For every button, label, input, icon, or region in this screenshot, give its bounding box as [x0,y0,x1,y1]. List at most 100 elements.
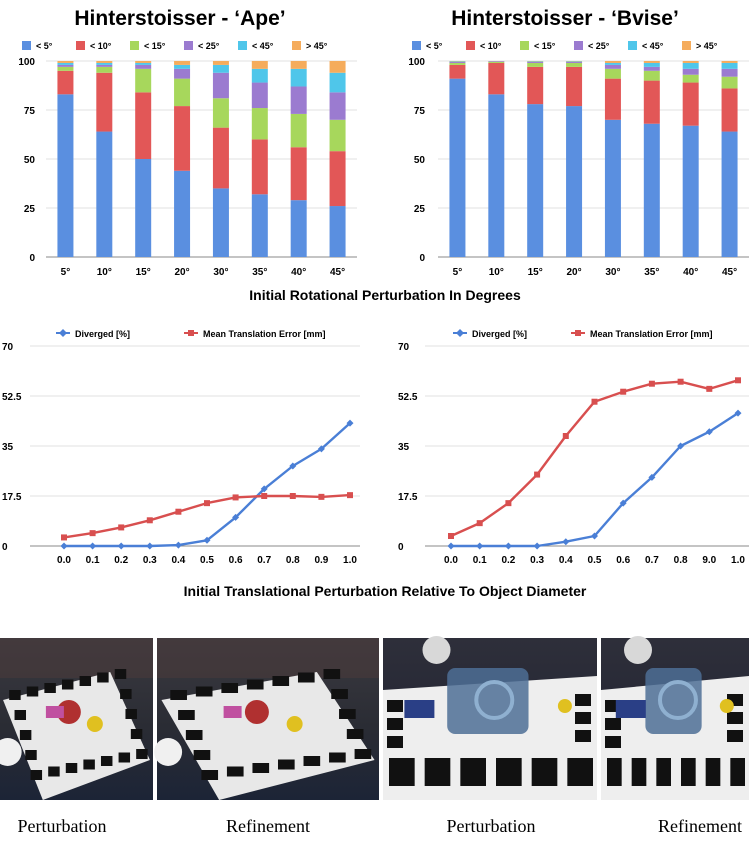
data-point [533,542,541,550]
bar-segment [57,94,74,257]
legend-label: Diverged [%] [75,329,130,339]
aruco-marker [44,683,56,693]
object-blob [286,716,303,732]
bar-segment [449,64,466,79]
aruco-marker [297,672,315,683]
line-chart-4: Diverged [%] Mean Translation Error [mm] 0… [398,329,749,566]
object-blob [719,699,734,713]
aruco-marker [97,672,109,683]
aruco-marker [575,712,591,724]
x-tick-label: 10° [97,267,112,278]
legend-label: < 45° [642,41,664,51]
photo-caption: Perturbation [18,816,107,836]
legend-label: < 10° [90,41,112,51]
data-point [346,419,354,427]
bar-segment [566,62,583,67]
data-point [175,508,182,515]
data-point [706,385,713,392]
x-tick-label: 0.5 [200,555,214,566]
bar-segment [135,62,152,65]
object-blob [624,636,652,664]
legend-swatch [628,41,637,50]
y-tick-label: 75 [414,106,426,117]
data-point [591,532,598,540]
legend-label: < 5° [36,41,53,51]
chart-title: Hinterstoisser - ‘Ape’ [74,7,285,30]
x-tick-label: 30° [605,267,620,278]
aruco-marker [19,730,32,740]
legend-swatch [130,41,139,50]
bar-segment [96,64,113,67]
aruco-marker [252,763,270,773]
x-tick-label: 0.2 [501,555,515,566]
aruco-marker [277,759,295,770]
bar-segment [604,78,621,120]
x-tick-label: 15° [528,267,543,278]
bar-segment [643,123,660,257]
bar-segment [643,70,660,81]
object-blob [615,700,646,718]
bar-segment [488,61,505,63]
legend-marker [456,329,464,337]
bar-segment [251,61,268,69]
bar-segment [57,70,74,95]
aruco-marker [272,676,290,686]
bar-segment [96,72,113,132]
data-point [677,442,685,450]
bar-segment [682,62,699,69]
x-tick-label: 20° [567,267,582,278]
bar-segment [174,61,191,65]
bar-segment [96,62,113,65]
data-point [562,538,570,546]
data-point [60,542,68,550]
data-point [289,462,297,470]
x-tick-label: 45° [330,267,345,278]
data-point [317,445,325,453]
x-tick-label: 30° [213,267,228,278]
bar-segment [682,61,699,63]
bar-segment [488,94,505,257]
bar-segment [643,66,660,71]
data-point [620,388,627,395]
aruco-marker [100,756,113,766]
bar-segment [135,61,152,63]
x-tick-label: 0.8 [674,555,688,566]
bar-segment [682,125,699,258]
data-point [61,534,67,541]
bar-segment [604,62,621,65]
data-point [448,533,454,539]
aruco-marker [331,689,348,699]
x-tick-label: 40° [291,267,306,278]
bar-segment [251,68,268,83]
bar-segment [290,200,307,257]
photo-panel-1: Perturbation [0,638,153,836]
data-point [89,530,96,537]
legend-swatch [412,41,421,50]
data-point [146,542,154,550]
aruco-marker [120,689,132,699]
bar-segment [251,108,268,140]
x-tick-label: 0.1 [86,555,100,566]
legend-label: < 25° [198,41,220,51]
data-point [734,409,742,417]
line-chart-3: Diverged [%] Mean Translation Error [mm] 0… [2,329,360,566]
bar-segment [449,78,466,257]
x-tick-label: 0.2 [114,555,128,566]
x-tick-label: 40° [683,267,698,278]
bar-segment [212,72,229,99]
y-tick-label: 17.5 [398,492,418,503]
aruco-marker [346,729,364,739]
x-tick-label: 5° [453,267,463,278]
data-point [534,471,541,478]
x-tick-label: 0.8 [286,555,300,566]
photo-panel-3: Perturbation [383,636,597,836]
y-tick-label: 35 [2,442,14,453]
bar-segment [174,64,191,69]
x-tick-label: 0.1 [473,555,487,566]
y-tick-label: 17.5 [2,492,22,503]
data-point [476,520,483,527]
y-tick-label: 100 [408,57,425,68]
legend-swatch [292,41,301,50]
legend-swatch [466,41,475,50]
